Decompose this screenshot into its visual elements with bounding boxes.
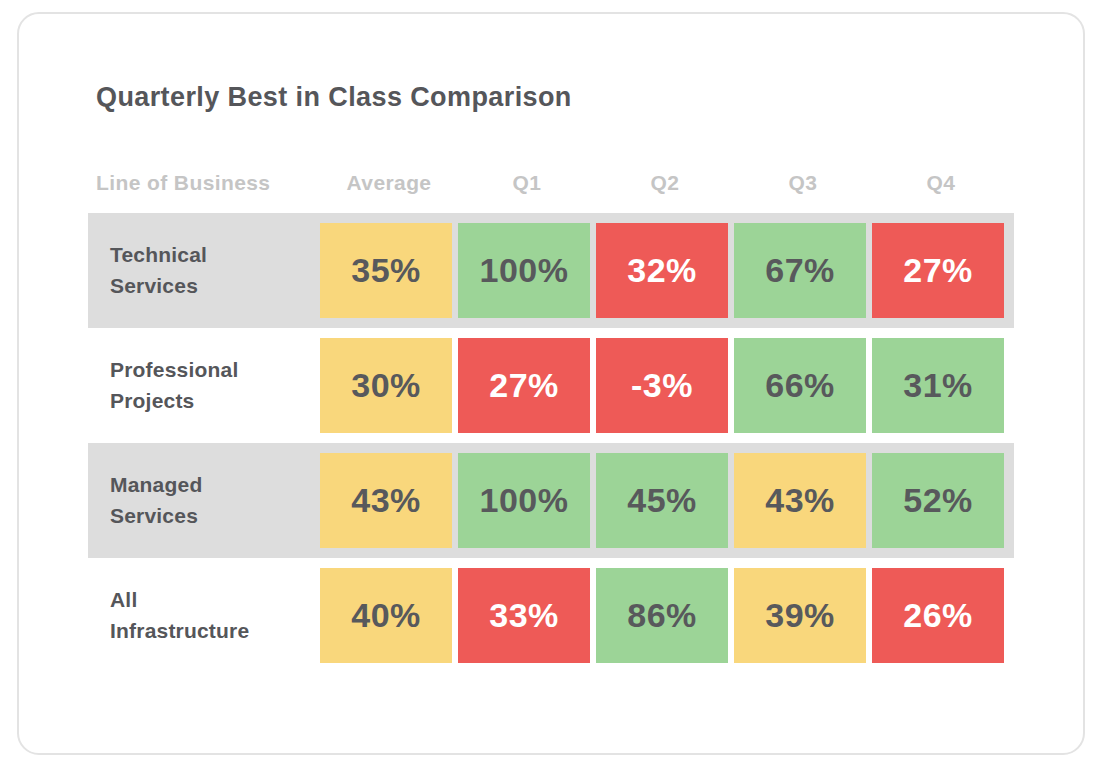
row-label: Professional Projects xyxy=(88,355,320,416)
table-row: All Infrastructure40%33%86%39%26% xyxy=(88,558,1014,673)
value-cell-wrap: 67% xyxy=(734,223,872,318)
value-cell-red: 27% xyxy=(458,338,590,433)
table-row: Managed Services43%100%45%43%52% xyxy=(88,443,1014,558)
column-header-q1: Q1 xyxy=(458,171,596,195)
value-cell-wrap: 100% xyxy=(458,223,596,318)
value-cell-wrap: 86% xyxy=(596,568,734,663)
value-cell-green: 31% xyxy=(872,338,1004,433)
row-label: All Infrastructure xyxy=(88,585,320,646)
value-cell-wrap: 31% xyxy=(872,338,1010,433)
value-cell-wrap: -3% xyxy=(596,338,734,433)
value-cell-wrap: 52% xyxy=(872,453,1010,548)
value-cell-yellow: 30% xyxy=(320,338,452,433)
value-cell-red: 26% xyxy=(872,568,1004,663)
value-cell-yellow: 39% xyxy=(734,568,866,663)
value-cell-wrap: 27% xyxy=(872,223,1010,318)
page-title: Quarterly Best in Class Comparison xyxy=(96,82,1083,113)
value-cell-green: 66% xyxy=(734,338,866,433)
column-header-q4: Q4 xyxy=(872,171,1010,195)
value-cell-red: 27% xyxy=(872,223,1004,318)
value-cell-wrap: 66% xyxy=(734,338,872,433)
row-label: Technical Services xyxy=(88,240,320,301)
column-header-q3: Q3 xyxy=(734,171,872,195)
table-row: Technical Services35%100%32%67%27% xyxy=(88,213,1014,328)
comparison-table: Technical Services35%100%32%67%27%Profes… xyxy=(88,213,1083,673)
report-card: Quarterly Best in Class Comparison Line … xyxy=(17,12,1085,755)
value-cell-green: 67% xyxy=(734,223,866,318)
value-cell-green: 100% xyxy=(458,223,590,318)
value-cell-wrap: 100% xyxy=(458,453,596,548)
value-cell-wrap: 26% xyxy=(872,568,1010,663)
value-cell-yellow: 43% xyxy=(734,453,866,548)
value-cell-wrap: 40% xyxy=(320,568,458,663)
value-cell-yellow: 35% xyxy=(320,223,452,318)
value-cell-yellow: 43% xyxy=(320,453,452,548)
value-cell-green: 86% xyxy=(596,568,728,663)
value-cell-wrap: 45% xyxy=(596,453,734,548)
value-cell-wrap: 30% xyxy=(320,338,458,433)
value-cell-wrap: 27% xyxy=(458,338,596,433)
value-cell-green: 52% xyxy=(872,453,1004,548)
column-header-average: Average xyxy=(320,171,458,195)
table-row: Professional Projects30%27%-3%66%31% xyxy=(88,328,1014,443)
column-header-q2: Q2 xyxy=(596,171,734,195)
value-cell-wrap: 43% xyxy=(320,453,458,548)
value-cell-red: -3% xyxy=(596,338,728,433)
value-cell-red: 33% xyxy=(458,568,590,663)
value-cell-red: 32% xyxy=(596,223,728,318)
value-cell-wrap: 32% xyxy=(596,223,734,318)
value-cell-wrap: 43% xyxy=(734,453,872,548)
value-cell-green: 45% xyxy=(596,453,728,548)
value-cell-wrap: 35% xyxy=(320,223,458,318)
column-header-line-of-business: Line of Business xyxy=(88,171,320,195)
value-cell-wrap: 39% xyxy=(734,568,872,663)
value-cell-wrap: 33% xyxy=(458,568,596,663)
value-cell-yellow: 40% xyxy=(320,568,452,663)
table-header-row: Line of BusinessAverageQ1Q2Q3Q4 xyxy=(88,169,1014,197)
value-cell-green: 100% xyxy=(458,453,590,548)
row-label: Managed Services xyxy=(88,470,320,531)
